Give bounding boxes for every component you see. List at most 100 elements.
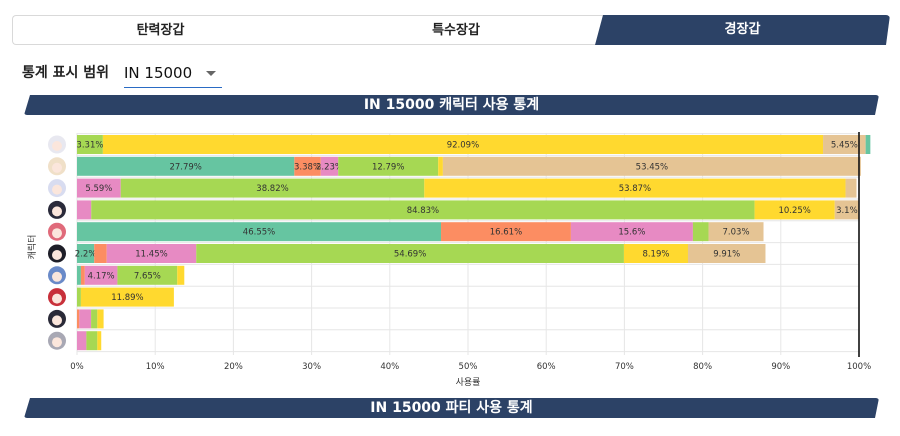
bar-segment — [84, 265, 118, 285]
bar-segment — [77, 309, 80, 329]
x-tick-label: 50% — [459, 362, 478, 372]
party-stats-banner: IN 15000 파티 사용 통계 — [24, 398, 879, 418]
data-label: 53.87% — [619, 184, 651, 194]
character-avatar-icon — [48, 200, 66, 219]
bar-segment — [570, 222, 693, 242]
data-label: 54.69% — [394, 250, 426, 260]
bar-segment — [845, 178, 857, 198]
bar-segment — [91, 309, 98, 329]
x-tick-label: 60% — [537, 362, 556, 372]
character-avatar-icon — [48, 135, 66, 154]
bar-segment — [117, 265, 178, 285]
bar-segment — [94, 244, 107, 263]
data-label: 2.2% — [75, 250, 97, 260]
bar-segment — [91, 200, 755, 220]
tab-light-armor[interactable]: 경장갑 — [595, 15, 890, 45]
range-label: 통계 표시 범위 — [22, 65, 110, 81]
bars-layer: 3.31% 92.09% 5.45% 27.79% 3.38%2.23% 12.79% 53… — [75, 135, 871, 351]
data-label: 27.79% — [169, 162, 201, 172]
chevron-down-icon — [206, 71, 216, 76]
avatar-face — [52, 162, 62, 173]
bar-segment — [102, 135, 824, 154]
bar-segment — [77, 287, 81, 307]
data-label: 7.65% — [134, 271, 161, 281]
bar-segment — [106, 244, 197, 263]
bar-segment — [77, 265, 81, 285]
character-avatar-icon — [48, 309, 66, 328]
data-label: 3.1% — [836, 206, 858, 216]
avatar-face — [52, 271, 62, 282]
bar-segment — [97, 309, 104, 329]
data-label: 2.23% — [316, 162, 343, 172]
bar-segment — [79, 309, 92, 329]
bar-segment — [338, 156, 439, 176]
data-label: 53.45% — [636, 162, 668, 172]
avatar-face — [52, 293, 62, 304]
bar-segment — [77, 135, 103, 154]
armor-tabs: 탄력장갑 특수장갑 경장갑 — [12, 15, 890, 45]
bar-segment — [823, 135, 866, 154]
data-label: 84.83% — [407, 206, 439, 216]
character-stats-banner: IN 15000 캐릭터 사용 통계 — [24, 95, 879, 115]
avatar-face — [52, 250, 62, 260]
bar-segment — [708, 222, 764, 242]
x-tick-label: 40% — [380, 362, 399, 372]
character-avatar-icon — [48, 157, 66, 176]
data-label: 11.89% — [111, 293, 143, 303]
bar-segment — [177, 265, 185, 285]
bar-segment — [754, 200, 835, 220]
bar-segment — [80, 287, 174, 307]
data-label: 11.45% — [135, 250, 167, 260]
x-tick-label: 80% — [693, 362, 712, 372]
y-axis-label: 캐릭터 — [26, 235, 38, 260]
data-label: 3.38% — [294, 162, 321, 172]
bar-segment — [834, 200, 859, 220]
x-tick-label: 70% — [615, 362, 634, 372]
range-select[interactable]: IN 15000 — [124, 60, 222, 88]
data-label: 7.03% — [723, 228, 750, 238]
bar-segment — [77, 222, 442, 242]
x-tick-label: 30% — [302, 362, 321, 372]
tab-elastic-armor[interactable]: 탄력장갑 — [12, 15, 308, 45]
bar-segment — [77, 178, 121, 198]
data-label: 16.61% — [490, 228, 522, 238]
x-tick-label: 0% — [70, 362, 84, 372]
character-avatar-icon — [48, 331, 66, 350]
tab-special-armor[interactable]: 특수장갑 — [308, 15, 604, 45]
data-label: 5.45% — [831, 141, 858, 151]
bar-segment — [438, 156, 443, 176]
bar-segment — [77, 200, 92, 220]
data-label: 46.55% — [243, 228, 275, 238]
avatar-face — [52, 228, 62, 239]
data-label: 12.79% — [372, 162, 404, 172]
bar-segment — [442, 156, 861, 176]
bar-segment — [424, 178, 846, 198]
character-avatar-icon — [48, 266, 66, 285]
data-label: 38.82% — [256, 184, 288, 194]
data-label: 5.59% — [85, 184, 112, 194]
x-tick-label: 90% — [771, 362, 790, 372]
data-label: 10.25% — [778, 206, 810, 216]
bar-segment — [692, 222, 709, 242]
bar-segment — [86, 331, 98, 351]
character-usage-chart: 3.31% 92.09% 5.45% 27.79% 3.38%2.23% 12.79% 53… — [26, 132, 871, 388]
character-avatar-icon — [48, 288, 66, 307]
avatar-face — [52, 315, 62, 326]
character-avatar-icon — [48, 244, 66, 263]
x-axis: 0% 10% 20% 30% 40% 50% 60% 70% 80% 90% 100% — [70, 132, 871, 372]
bar-segment — [77, 244, 95, 263]
data-label: 8.19% — [642, 250, 669, 260]
bar-segment — [687, 244, 766, 263]
data-label: 3.31% — [76, 141, 103, 151]
bar-segment — [294, 156, 321, 176]
bar-segment — [623, 244, 688, 263]
bar-segment — [320, 156, 339, 176]
x-tick-label: 100% — [847, 362, 871, 372]
avatar-layer — [48, 135, 66, 350]
bar-segment — [77, 331, 87, 351]
bar-segment — [196, 244, 624, 263]
character-avatar-icon — [48, 179, 66, 198]
bar-segment — [80, 265, 85, 285]
data-label: 4.17% — [88, 271, 115, 281]
character-avatar-icon — [48, 222, 66, 241]
